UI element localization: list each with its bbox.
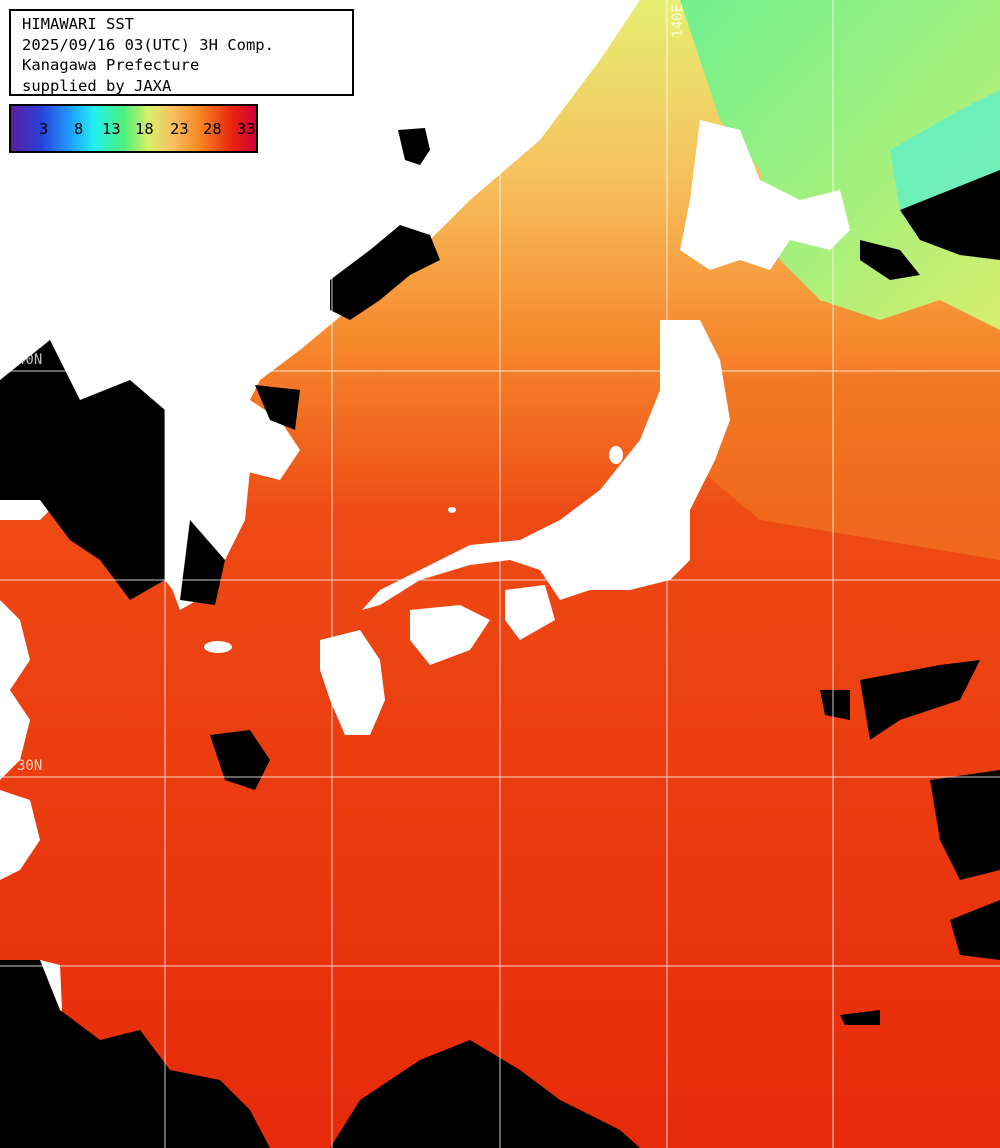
- land-sado: [609, 446, 623, 464]
- cloud-pacific-east1: [820, 690, 850, 720]
- cloud-pacific-east3: [930, 770, 1000, 880]
- grid-label-40n: 40N: [17, 352, 43, 368]
- cloud-southwest: [0, 960, 270, 1148]
- land-hokkaido: [680, 120, 850, 270]
- cloud-southeast: [840, 1010, 880, 1025]
- legend-tick: 23: [170, 120, 189, 138]
- cloud-korea-east: [255, 385, 300, 430]
- land-kyushu: [320, 630, 385, 735]
- cloud-west-mainland: [0, 340, 165, 600]
- land-korea: [160, 430, 250, 610]
- grid-label-30n: 30N: [17, 758, 43, 774]
- cloud-nk: [330, 225, 440, 320]
- land-jeju: [204, 641, 232, 653]
- cloud-hokkaido-east2: [860, 240, 920, 280]
- warm-water-east: [700, 370, 1000, 560]
- legend-tick: 3: [39, 120, 49, 138]
- cloud-pacific-east2: [860, 660, 980, 740]
- land-kii: [505, 585, 555, 640]
- cloud-eastchinasea: [210, 730, 270, 790]
- info-title: HIMAWARI SST: [22, 15, 134, 33]
- info-region: Kanagawa Prefecture: [22, 56, 200, 74]
- cloud-east-china: [180, 520, 225, 605]
- legend-tick: 18: [135, 120, 154, 138]
- land-china-coast: [0, 600, 30, 780]
- grid-label-140e: 140E: [670, 4, 686, 38]
- color-scale-legend: 3 8 13 18 23 28 33: [9, 104, 258, 153]
- land-china-coast-south: [0, 790, 40, 880]
- land-honshu: [362, 320, 730, 610]
- cloud-hokkaido-east: [900, 170, 1000, 260]
- legend-tick: 33: [237, 120, 256, 138]
- legend-tick: 28: [203, 120, 222, 138]
- cloud-island-small: [398, 128, 430, 165]
- cloud-pacific-east4: [950, 900, 1000, 960]
- info-datetime: 2025/09/16 03(UTC) 3H Comp.: [22, 35, 274, 54]
- land-oki: [448, 507, 456, 513]
- info-credit: supplied by JAXA: [22, 76, 172, 95]
- cloud-south: [330, 1040, 640, 1148]
- info-box: HIMAWARI SST 2025/09/16 03(UTC) 3H Comp.…: [9, 9, 354, 96]
- cold-water-region: [680, 0, 1000, 330]
- legend-tick: 13: [102, 120, 121, 138]
- land-shikoku: [410, 605, 490, 665]
- legend-tick: 8: [74, 120, 84, 138]
